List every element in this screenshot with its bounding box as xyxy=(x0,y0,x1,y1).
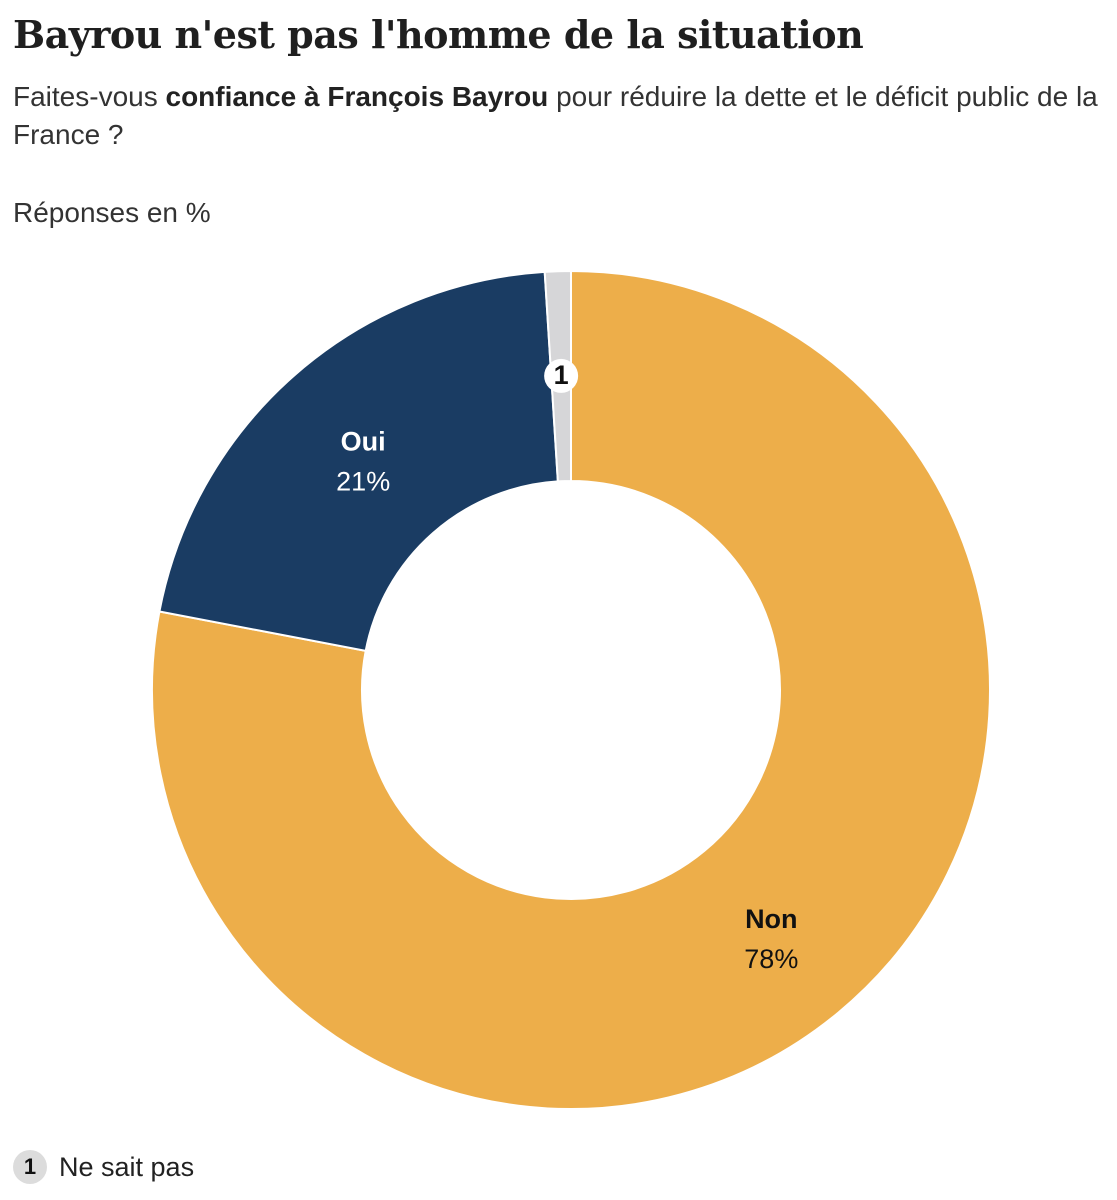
slice-label-non: Non xyxy=(745,904,797,934)
chart-legend: 1 Ne sait pas xyxy=(13,1150,194,1184)
legend-label: Ne sait pas xyxy=(59,1151,195,1182)
subtitle-emphasis: confiance à François Bayrou xyxy=(165,81,549,112)
slice-label-oui: Oui xyxy=(341,426,386,456)
slice-value-oui: 21% xyxy=(336,466,390,496)
slice-marker-text-ne-sait-pas: 1 xyxy=(554,360,569,390)
chart-title: Bayrou n'est pas l'homme de la situation xyxy=(13,12,864,57)
slice-oui xyxy=(158,270,559,653)
subtitle-text-end: pour réduire la dette et le déficit publ… xyxy=(13,81,1098,150)
slice-non xyxy=(151,269,991,1110)
slice-value-non: 78% xyxy=(744,944,798,974)
chart-subtitle: Faites-vous confiance à François Bayrou … xyxy=(13,78,1108,154)
slice-marker-ne-sait-pas xyxy=(544,358,579,393)
subtitle-text-start: Faites-vous xyxy=(13,81,166,112)
chart-units-label: Réponses en % xyxy=(13,197,211,228)
donut-chart: Non 78% Oui 21% 1 xyxy=(151,269,991,1110)
legend-marker: 1 xyxy=(13,1150,47,1184)
